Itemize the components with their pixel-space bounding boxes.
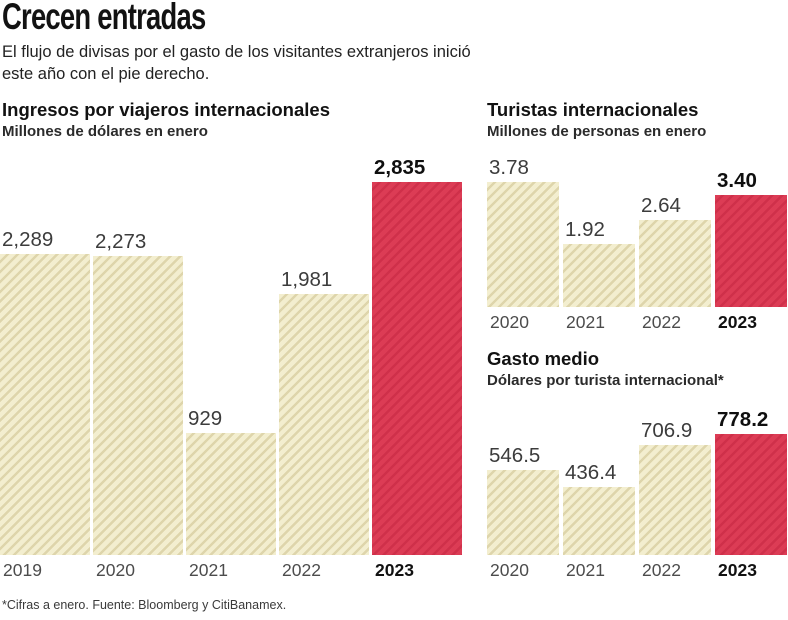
chart-title-turistas: Turistas internacionales xyxy=(487,99,699,120)
bar-value-label-2023: 3.40 xyxy=(717,168,757,192)
year-label-2020: 2020 xyxy=(490,312,529,332)
bar-2023 xyxy=(715,434,787,555)
chart-subtitle-turistas: Millones de personas en enero xyxy=(487,123,707,140)
bar-2020 xyxy=(487,470,559,555)
page-subtitle-line1: El flujo de divisas por el gasto de los … xyxy=(2,43,471,61)
bar-2020 xyxy=(93,256,183,555)
page-subtitle: El flujo de divisas por el gasto de los … xyxy=(2,42,471,85)
bar-value-label-2023: 2,835 xyxy=(374,155,426,179)
bar-column-2019: 2,289 xyxy=(0,156,90,555)
bar-value-label-2023: 778.2 xyxy=(717,407,769,431)
bar-2019 xyxy=(0,254,90,555)
year-label-2023: 2023 xyxy=(718,560,757,580)
bar-2020 xyxy=(487,182,559,307)
chart-plot-turistas: 3.78 1.92 2.64 3.40 xyxy=(487,155,788,307)
bar-2023 xyxy=(715,195,787,307)
bar-value-label-2022: 1,981 xyxy=(281,267,333,291)
year-label-2022: 2022 xyxy=(642,312,681,332)
chart-xaxis-turistas: 2020 2021 2022 2023 xyxy=(487,312,788,333)
bar-2021 xyxy=(563,244,635,307)
bar-column-2021: 436.4 xyxy=(563,407,635,555)
chart-plot-gasto: 546.5 436.4 706.9 778.2 xyxy=(487,407,788,555)
bar-column-2022: 1,981 xyxy=(279,156,369,555)
bar-value-label-2020: 3.78 xyxy=(489,155,529,179)
bar-2022 xyxy=(279,294,369,555)
chart-xaxis-gasto: 2020 2021 2022 2023 xyxy=(487,560,788,581)
bar-value-label-2019: 2,289 xyxy=(2,227,54,251)
bar-value-label-2021: 1.92 xyxy=(565,217,605,241)
page-subtitle-line2: este año con el pie derecho. xyxy=(2,64,210,83)
chart-plot-ingresos: 2,289 2,273 929 1,981 2,835 xyxy=(0,156,464,555)
bar-value-label-2020: 546.5 xyxy=(489,443,541,467)
bar-2022 xyxy=(639,445,711,555)
year-label-2022: 2022 xyxy=(282,560,321,580)
year-label-2022: 2022 xyxy=(642,560,681,580)
chart-xaxis-ingresos: 2019 2020 2021 2022 2023 xyxy=(0,560,464,581)
bar-2021 xyxy=(563,487,635,555)
bar-value-label-2021: 929 xyxy=(188,406,223,430)
year-label-2023: 2023 xyxy=(718,312,757,332)
bar-column-2021: 1.92 xyxy=(563,155,635,307)
bar-2021 xyxy=(186,433,276,555)
year-label-2021: 2021 xyxy=(189,560,228,580)
bar-column-2023: 3.40 xyxy=(715,155,787,307)
bar-column-2020: 3.78 xyxy=(487,155,559,307)
year-label-2020: 2020 xyxy=(490,560,529,580)
chart-subtitle-ingresos: Millones de dólares en enero xyxy=(2,123,208,140)
bar-value-label-2022: 2.64 xyxy=(641,193,681,217)
chart-subtitle-gasto: Dólares por turista internacional* xyxy=(487,372,724,389)
bar-column-2022: 2.64 xyxy=(639,155,711,307)
chart-title-gasto: Gasto medio xyxy=(487,348,600,369)
source-note: *Cifras a enero. Fuente: Bloomberg y Cit… xyxy=(2,598,287,612)
bar-column-2023: 2,835 xyxy=(372,156,462,555)
year-label-2019: 2019 xyxy=(3,560,42,580)
bar-value-label-2022: 706.9 xyxy=(641,418,693,442)
bar-column-2020: 2,273 xyxy=(93,156,183,555)
bar-column-2022: 706.9 xyxy=(639,407,711,555)
bar-2023 xyxy=(372,182,462,555)
bar-2022 xyxy=(639,220,711,307)
chart-title-ingresos: Ingresos por viajeros internacionales xyxy=(2,99,330,120)
page-title: Crecen entradas xyxy=(2,0,206,37)
year-label-2023: 2023 xyxy=(375,560,414,580)
bar-column-2023: 778.2 xyxy=(715,407,787,555)
bar-column-2021: 929 xyxy=(186,156,276,555)
year-label-2021: 2021 xyxy=(566,312,605,332)
bar-value-label-2021: 436.4 xyxy=(565,460,617,484)
year-label-2020: 2020 xyxy=(96,560,135,580)
bar-column-2020: 546.5 xyxy=(487,407,559,555)
bar-value-label-2020: 2,273 xyxy=(95,229,147,253)
year-label-2021: 2021 xyxy=(566,560,605,580)
